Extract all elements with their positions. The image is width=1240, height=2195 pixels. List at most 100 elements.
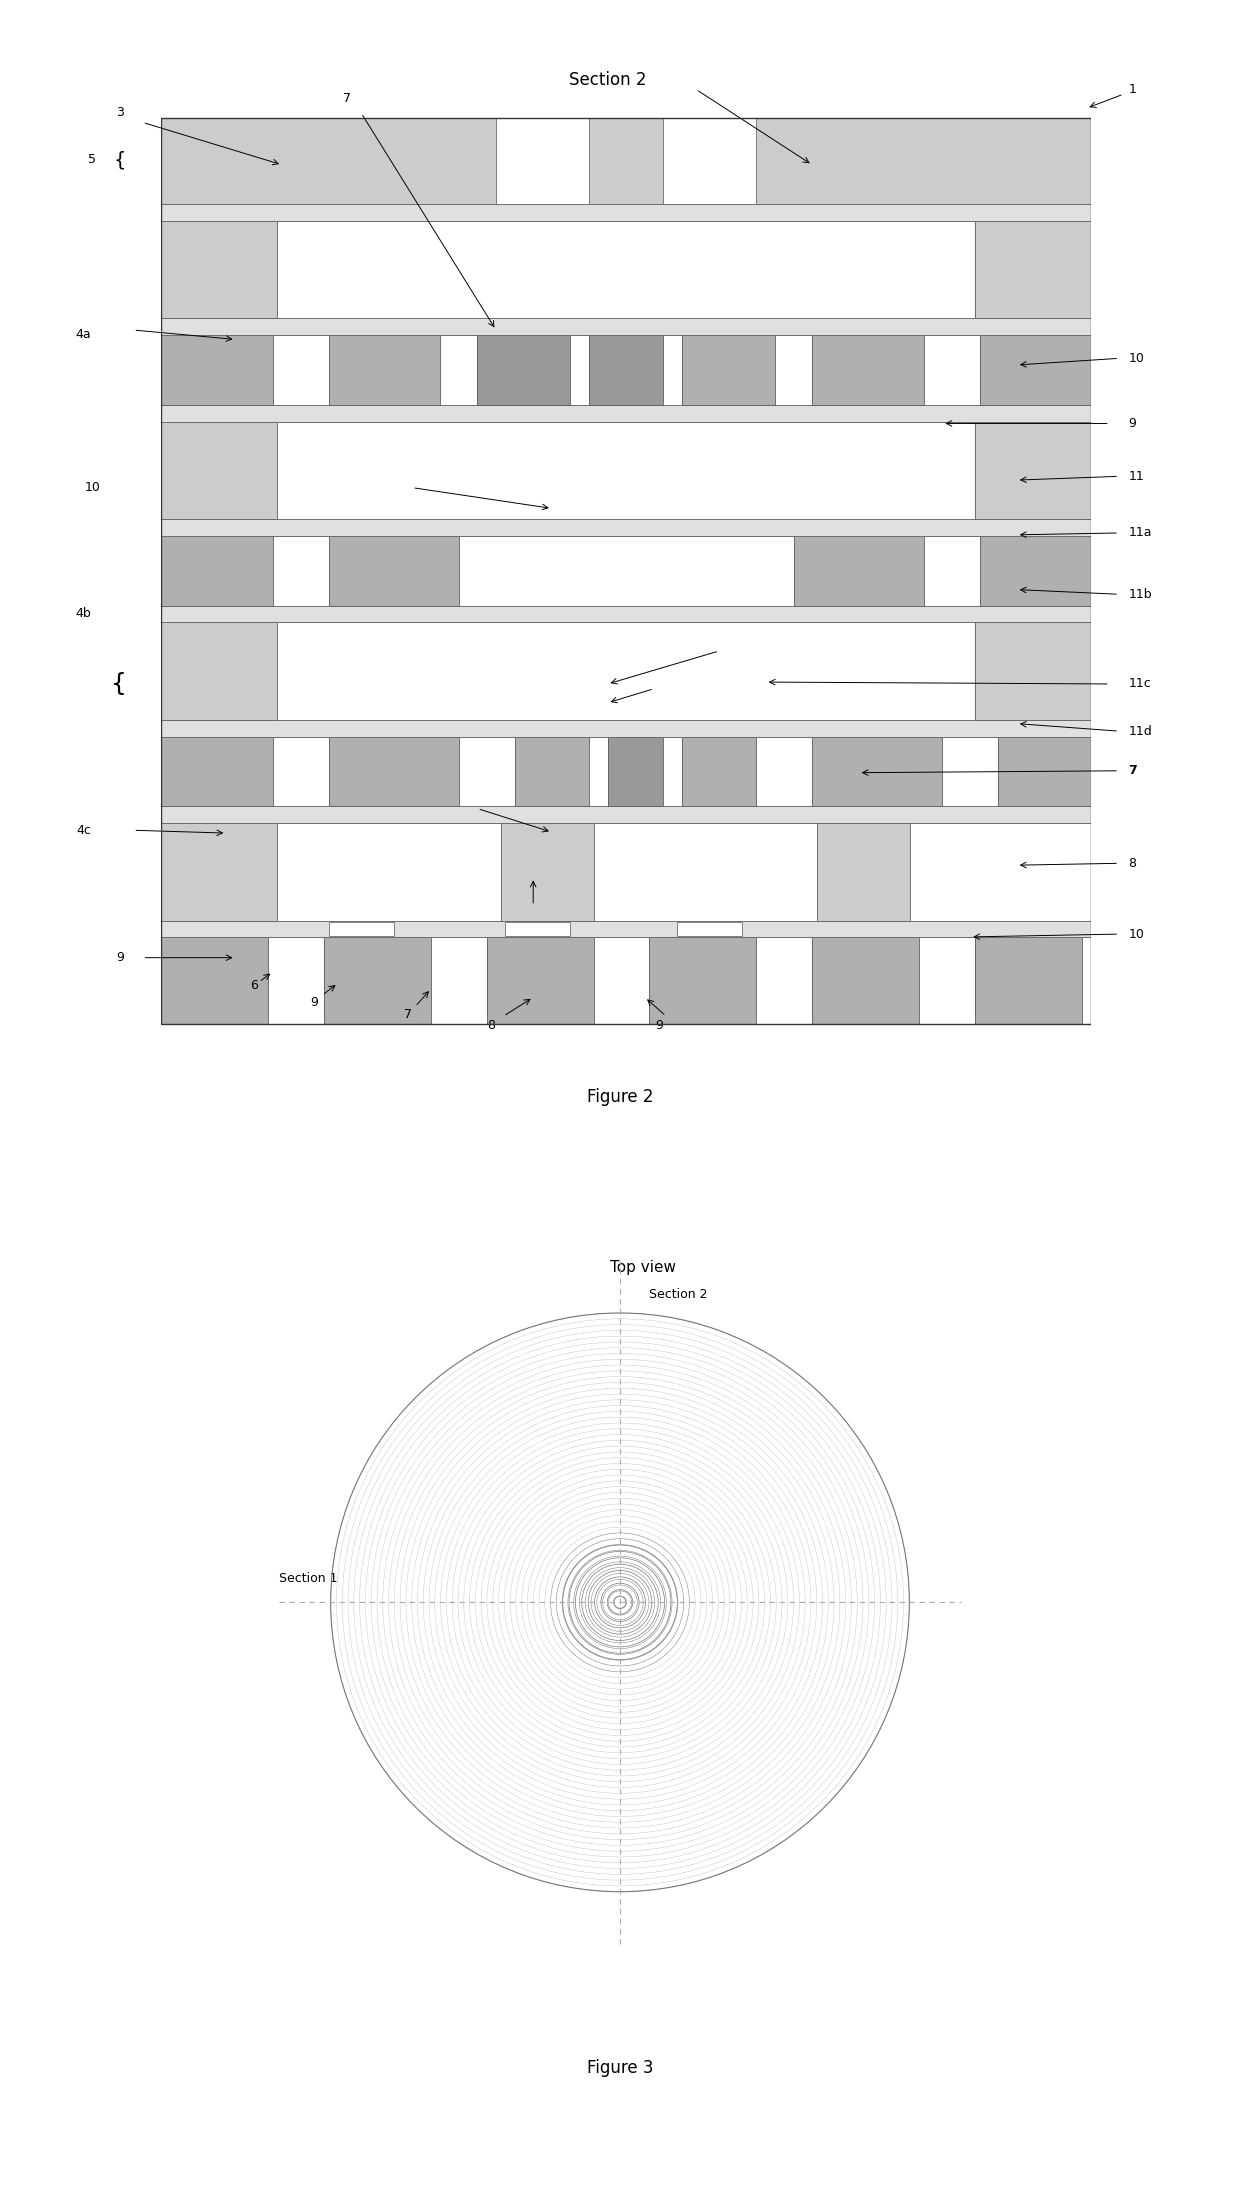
Bar — [594, 937, 650, 1023]
Text: 9: 9 — [655, 1018, 662, 1032]
Text: 6: 6 — [250, 979, 258, 992]
Text: 7: 7 — [404, 1008, 412, 1021]
Bar — [975, 937, 1081, 1023]
Bar — [278, 621, 975, 720]
Bar — [161, 119, 1091, 204]
Text: Figure 2: Figure 2 — [587, 1089, 653, 1106]
Text: 11b: 11b — [1128, 588, 1152, 601]
Bar — [161, 920, 1091, 937]
Bar — [161, 606, 1091, 621]
Text: 11c: 11c — [1128, 678, 1151, 691]
Bar — [161, 823, 1091, 920]
Text: Figure 3: Figure 3 — [587, 2059, 653, 2076]
Text: 11: 11 — [1128, 470, 1145, 483]
Text: 9: 9 — [311, 997, 319, 1010]
Bar — [594, 823, 817, 920]
Bar — [942, 738, 998, 806]
Bar — [589, 336, 663, 404]
Bar — [161, 720, 1091, 738]
Bar — [329, 738, 459, 806]
Bar — [794, 536, 924, 606]
Bar — [161, 421, 278, 520]
Bar — [677, 922, 743, 937]
Bar — [975, 421, 1091, 520]
Bar — [1081, 937, 1138, 1023]
Bar — [477, 336, 570, 404]
Bar — [278, 421, 975, 520]
Bar — [608, 738, 663, 806]
Text: 11a: 11a — [1128, 527, 1152, 540]
Bar — [161, 738, 1091, 806]
Text: 7: 7 — [343, 92, 351, 105]
Text: 5: 5 — [88, 154, 97, 165]
Bar — [268, 937, 324, 1023]
Bar — [663, 119, 756, 204]
Bar — [161, 222, 1091, 318]
Bar — [161, 404, 1091, 421]
Bar — [161, 806, 1091, 823]
Text: 4a: 4a — [76, 329, 92, 340]
Bar — [998, 738, 1091, 806]
Bar — [459, 738, 515, 806]
Bar — [432, 937, 486, 1023]
Bar — [324, 937, 432, 1023]
Bar — [663, 738, 682, 806]
Text: Top view: Top view — [610, 1260, 676, 1275]
Text: 1: 1 — [1128, 83, 1136, 97]
Bar — [486, 937, 594, 1023]
Bar — [161, 421, 1091, 520]
Bar — [161, 536, 273, 606]
Text: 9: 9 — [1128, 417, 1136, 430]
Bar — [329, 922, 394, 937]
Bar — [501, 823, 594, 920]
Bar — [775, 336, 812, 404]
Bar — [440, 336, 477, 404]
Bar — [273, 536, 329, 606]
Bar — [161, 937, 268, 1023]
Bar — [817, 823, 910, 920]
Bar — [278, 222, 975, 318]
Text: 3: 3 — [117, 105, 124, 119]
Bar — [570, 336, 589, 404]
Bar — [589, 738, 608, 806]
Text: {: { — [113, 151, 125, 169]
Bar — [161, 621, 278, 720]
Bar — [650, 937, 756, 1023]
Bar — [924, 336, 980, 404]
Text: 8: 8 — [1128, 856, 1136, 869]
Bar — [663, 336, 682, 404]
Bar — [980, 536, 1091, 606]
Bar — [161, 336, 1091, 404]
Text: 10: 10 — [1128, 351, 1145, 364]
Bar — [980, 336, 1091, 404]
Bar — [924, 536, 980, 606]
Text: 7: 7 — [1128, 764, 1137, 777]
Bar — [161, 318, 1091, 336]
Bar — [975, 222, 1091, 318]
Bar — [161, 937, 1091, 1023]
Bar — [273, 738, 329, 806]
Bar — [515, 738, 589, 806]
Bar — [756, 937, 812, 1023]
Bar — [756, 738, 812, 806]
Bar — [910, 823, 1091, 920]
Text: 10: 10 — [1128, 928, 1145, 942]
Bar — [682, 336, 775, 404]
Text: 10: 10 — [84, 481, 100, 494]
Text: 11d: 11d — [1128, 724, 1152, 738]
Text: Section 2: Section 2 — [649, 1288, 708, 1302]
Bar — [161, 520, 1091, 536]
Bar — [459, 536, 794, 606]
Bar — [161, 823, 278, 920]
Bar — [278, 823, 501, 920]
Bar — [919, 937, 975, 1023]
Text: 9: 9 — [117, 950, 124, 964]
Bar — [273, 336, 329, 404]
Text: 4c: 4c — [77, 823, 92, 836]
Bar — [329, 336, 440, 404]
Text: {: { — [112, 672, 128, 696]
Text: 8: 8 — [487, 1018, 495, 1032]
Bar — [161, 536, 1091, 606]
Bar — [496, 119, 589, 204]
Bar — [161, 204, 1091, 222]
